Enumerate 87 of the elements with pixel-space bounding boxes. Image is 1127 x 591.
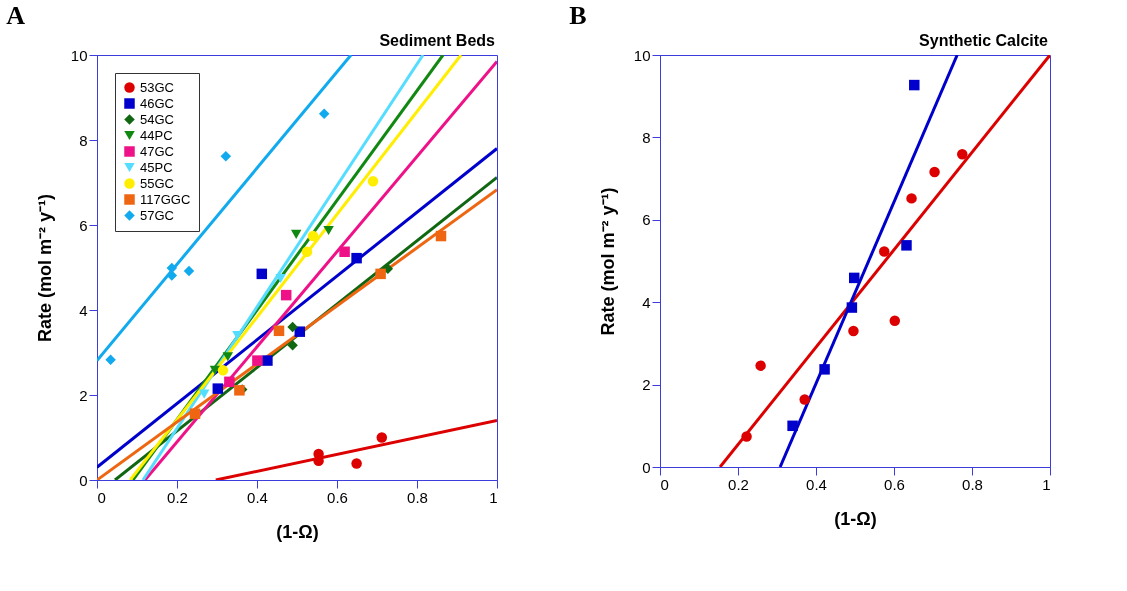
legend-label: 57GC	[140, 207, 174, 223]
y-tick-label: 2	[642, 376, 651, 394]
point	[307, 230, 319, 242]
legend-label: 47GC	[140, 143, 174, 159]
point	[183, 265, 195, 277]
y-tick-label: 6	[79, 216, 88, 234]
point	[819, 364, 830, 375]
point	[741, 431, 752, 442]
x-tick-label: 0.8	[962, 475, 983, 493]
y-tick-label: 10	[633, 46, 651, 64]
point	[929, 166, 940, 178]
point	[848, 325, 859, 337]
point	[105, 354, 116, 365]
legend-label: 55GC	[140, 175, 174, 191]
legend-label: 53GC	[140, 79, 174, 95]
legend-label: 117GGC	[140, 191, 191, 207]
point	[301, 246, 313, 258]
point	[351, 252, 362, 264]
x-tick-label: 0.2	[728, 475, 749, 493]
point	[889, 315, 901, 326]
point	[212, 383, 224, 394]
point	[198, 389, 210, 399]
x-tick-label: 0.8	[407, 488, 428, 506]
point	[957, 149, 968, 160]
x-tick-label: 0.6	[884, 475, 905, 493]
y-tick-label: 8	[642, 128, 651, 146]
point	[755, 360, 766, 371]
point	[799, 394, 810, 405]
y-tick-label: 10	[70, 46, 88, 64]
point	[848, 272, 860, 284]
y-tick-label: 6	[642, 211, 651, 229]
x-tick-label: 1	[489, 488, 498, 506]
point	[367, 175, 379, 187]
point	[256, 268, 268, 280]
point	[273, 325, 285, 337]
point	[846, 302, 858, 313]
y-tick-label: 8	[79, 131, 88, 149]
point	[217, 365, 229, 376]
x-axis-title: (1-Ω)	[276, 521, 319, 542]
point	[351, 458, 362, 469]
point	[280, 289, 292, 301]
point	[222, 352, 234, 362]
x-tick-label: 0	[97, 488, 106, 506]
x-tick-label: 0.2	[167, 488, 188, 506]
point	[787, 420, 798, 432]
point	[232, 330, 243, 341]
chart-title: A	[6, 1, 26, 30]
x-tick-label: 0.4	[247, 488, 268, 506]
y-tick-label: 2	[79, 386, 88, 404]
point	[252, 355, 263, 366]
point	[339, 246, 350, 258]
y-tick-label: 4	[79, 301, 88, 319]
point	[909, 79, 920, 91]
point	[879, 246, 890, 257]
text: Synthetic Calcite	[919, 32, 1049, 49]
x-tick-label: 1	[1042, 475, 1051, 493]
x-axis-title: (1-Ω)	[834, 508, 877, 529]
point	[220, 150, 232, 162]
legend-label: 44PC	[140, 127, 173, 143]
point	[262, 355, 273, 366]
point	[318, 108, 330, 119]
point	[275, 274, 286, 284]
point	[287, 321, 298, 333]
point	[224, 376, 235, 388]
x-tick-label: 0.6	[327, 488, 348, 506]
point	[294, 326, 306, 337]
y-axis-title: Rate (mol m⁻² y⁻¹)	[597, 187, 618, 336]
x-tick-label: 0	[660, 475, 669, 493]
legend-label: 54GC	[140, 111, 174, 127]
point	[906, 193, 917, 204]
point	[287, 340, 298, 351]
y-tick-label: 4	[642, 293, 651, 311]
point	[189, 408, 201, 419]
point	[209, 365, 221, 375]
legend-label: 45PC	[140, 159, 173, 175]
point	[323, 225, 334, 236]
x-tick-label: 0.4	[806, 475, 827, 493]
point	[290, 229, 302, 239]
point	[375, 268, 386, 280]
text: Sediment Beds	[379, 32, 496, 49]
legend-label: 46GC	[140, 95, 174, 111]
point	[435, 230, 447, 242]
chart-title: B	[569, 1, 587, 30]
y-axis-title: Rate (mol m⁻² y⁻¹)	[34, 193, 55, 343]
point	[901, 240, 912, 251]
y-tick-label: 0	[642, 458, 651, 476]
point	[376, 432, 388, 443]
